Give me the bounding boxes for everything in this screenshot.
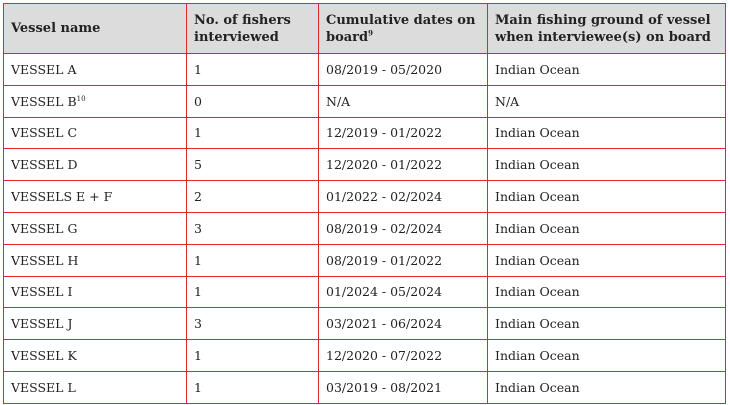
table-row: VESSEL G 3 08/2019 - 02/2024 Indian Ocean bbox=[3, 211, 726, 245]
cell-vessel-name: VESSEL B10 bbox=[3, 84, 187, 118]
header-fishing-ground: Main fishing ground of vessel when inter… bbox=[487, 3, 726, 54]
vessel-name-text: VESSEL C bbox=[11, 125, 78, 141]
cell-fishing-ground: Indian Ocean bbox=[487, 243, 726, 277]
table-body: VESSEL A 1 08/2019 - 05/2020 Indian Ocean VE… bbox=[3, 53, 726, 404]
cell-fishing-ground: Indian Ocean bbox=[487, 53, 726, 86]
cell-vessel-name: VESSEL D bbox=[3, 148, 187, 182]
cell-fishing-ground: Indian Ocean bbox=[487, 275, 726, 309]
cell-fishers-count: 1 bbox=[186, 116, 319, 150]
vessel-name-text: VESSEL G bbox=[11, 220, 78, 236]
cell-vessel-name: VESSEL L bbox=[3, 370, 187, 404]
vessel-name-text: VESSEL L bbox=[11, 379, 76, 395]
table-row: VESSEL L 1 03/2019 - 08/2021 Indian Ocean bbox=[3, 370, 726, 404]
vessel-name-text: VESSEL J bbox=[11, 316, 73, 332]
vessel-name-text: VESSEL H bbox=[11, 252, 79, 268]
cell-fishers-count: 2 bbox=[186, 180, 319, 213]
table-header: Vessel name No. of fishers interviewed C… bbox=[3, 3, 726, 54]
vessel-name-text: VESSELS E + F bbox=[11, 189, 113, 205]
vessel-table: Vessel name No. of fishers interviewed C… bbox=[3, 3, 726, 404]
cell-fishers-count: 1 bbox=[186, 339, 319, 372]
cell-fishers-count: 5 bbox=[186, 148, 319, 182]
cell-fishing-ground: Indian Ocean bbox=[487, 339, 726, 372]
header-cumulative-dates-label: Cumulative dates on board bbox=[326, 12, 476, 45]
cell-dates-on-board: 12/2020 - 07/2022 bbox=[318, 339, 488, 372]
cell-dates-on-board: N/A bbox=[318, 84, 488, 118]
cell-dates-on-board: 03/2019 - 08/2021 bbox=[318, 370, 488, 404]
cell-vessel-name: VESSELS E + F bbox=[3, 180, 187, 213]
vessel-name-text: VESSEL D bbox=[11, 157, 78, 173]
cell-dates-on-board: 12/2019 - 01/2022 bbox=[318, 116, 488, 150]
cell-fishers-count: 3 bbox=[186, 211, 319, 245]
cell-fishers-count: 0 bbox=[186, 84, 319, 118]
cell-vessel-name: VESSEL H bbox=[3, 243, 187, 277]
cell-vessel-name: VESSEL I bbox=[3, 275, 187, 309]
header-vessel-name: Vessel name bbox=[3, 3, 187, 54]
table-row: VESSEL C 1 12/2019 - 01/2022 Indian Ocean bbox=[3, 116, 726, 150]
cell-fishers-count: 1 bbox=[186, 243, 319, 277]
header-cumulative-dates: Cumulative dates on board9 bbox=[318, 3, 488, 54]
vessel-name-text: VESSEL K bbox=[11, 348, 77, 364]
cell-fishing-ground: N/A bbox=[487, 84, 726, 118]
footnote-marker: 9 bbox=[368, 28, 373, 38]
cell-fishers-count: 3 bbox=[186, 307, 319, 341]
header-row: Vessel name No. of fishers interviewed C… bbox=[3, 3, 726, 54]
cell-fishing-ground: Indian Ocean bbox=[487, 116, 726, 150]
table-row: VESSEL I 1 01/2024 - 05/2024 Indian Ocean bbox=[3, 275, 726, 309]
vessel-name-text: VESSEL B bbox=[11, 93, 77, 109]
cell-vessel-name: VESSEL C bbox=[3, 116, 187, 150]
table-row: VESSEL D 5 12/2020 - 01/2022 Indian Ocean bbox=[3, 148, 726, 182]
cell-dates-on-board: 01/2022 - 02/2024 bbox=[318, 180, 488, 213]
cell-vessel-name: VESSEL A bbox=[3, 53, 187, 86]
table-row: VESSEL J 3 03/2021 - 06/2024 Indian Ocean bbox=[3, 307, 726, 341]
cell-fishers-count: 1 bbox=[186, 275, 319, 309]
cell-fishing-ground: Indian Ocean bbox=[487, 370, 726, 404]
cell-fishers-count: 1 bbox=[186, 53, 319, 86]
cell-vessel-name: VESSEL G bbox=[3, 211, 187, 245]
vessel-name-text: VESSEL I bbox=[11, 284, 73, 300]
cell-dates-on-board: 01/2024 - 05/2024 bbox=[318, 275, 488, 309]
vessel-name-text: VESSEL A bbox=[11, 61, 77, 77]
table-row: VESSEL K 1 12/2020 - 07/2022 Indian Ocean bbox=[3, 339, 726, 372]
table-row: VESSEL B10 0 N/A N/A bbox=[3, 84, 726, 118]
cell-dates-on-board: 08/2019 - 05/2020 bbox=[318, 53, 488, 86]
cell-fishers-count: 1 bbox=[186, 370, 319, 404]
cell-dates-on-board: 03/2021 - 06/2024 bbox=[318, 307, 488, 341]
footnote-marker: 10 bbox=[76, 94, 86, 103]
cell-dates-on-board: 08/2019 - 01/2022 bbox=[318, 243, 488, 277]
cell-dates-on-board: 08/2019 - 02/2024 bbox=[318, 211, 488, 245]
cell-dates-on-board: 12/2020 - 01/2022 bbox=[318, 148, 488, 182]
cell-fishing-ground: Indian Ocean bbox=[487, 180, 726, 213]
cell-vessel-name: VESSEL K bbox=[3, 339, 187, 372]
cell-fishing-ground: Indian Ocean bbox=[487, 307, 726, 341]
table-row: VESSELS E + F 2 01/2022 - 02/2024 Indian Oc… bbox=[3, 180, 726, 213]
cell-fishing-ground: Indian Ocean bbox=[487, 148, 726, 182]
cell-vessel-name: VESSEL J bbox=[3, 307, 187, 341]
header-fishers-interviewed: No. of fishers interviewed bbox=[186, 3, 319, 54]
cell-fishing-ground: Indian Ocean bbox=[487, 211, 726, 245]
table-row: VESSEL H 1 08/2019 - 01/2022 Indian Ocean bbox=[3, 243, 726, 277]
table-row: VESSEL A 1 08/2019 - 05/2020 Indian Ocean bbox=[3, 53, 726, 86]
